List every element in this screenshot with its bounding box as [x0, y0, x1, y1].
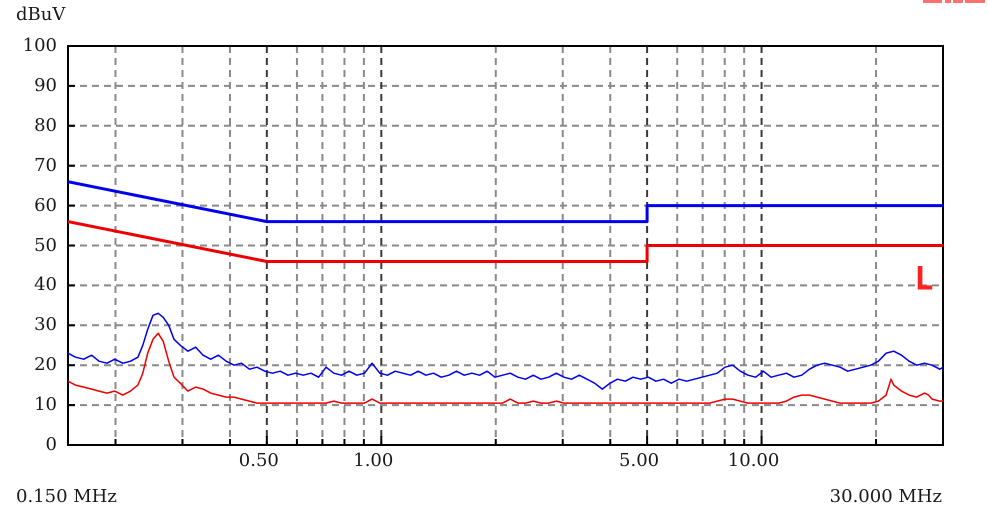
- x-axis-end-frequency-label: 30.000 MHz: [829, 486, 942, 507]
- y-axis-unit-label: dBuV: [16, 4, 66, 25]
- y-axis-label-10: 10: [34, 394, 57, 416]
- x-axis-start-frequency-label: 0.150 MHz: [16, 486, 117, 507]
- blue-trace: [68, 312, 943, 390]
- red-limit-line: [68, 220, 943, 263]
- y-axis-label-20: 20: [34, 354, 57, 376]
- clipped-text-fragment: [923, 0, 942, 3]
- y-axis-label-50: 50: [34, 234, 57, 256]
- y-axis-label-40: 40: [34, 274, 57, 296]
- clipped-text-fragment: [953, 0, 963, 3]
- y-axis-label-80: 80: [34, 114, 57, 136]
- clipped-text-fragment: [965, 0, 985, 3]
- x-axis-label-0.50: 0.50: [238, 450, 279, 471]
- x-axis-label-5.00: 5.00: [619, 450, 660, 471]
- clipped-text-fragment: [945, 0, 951, 3]
- y-axis-label-70: 70: [34, 154, 57, 176]
- x-axis-label-1.00: 1.00: [353, 450, 394, 471]
- y-axis-label-0: 0: [45, 434, 57, 455]
- red-trace: [68, 332, 943, 404]
- x-axis-label-10.00: 10.00: [727, 450, 780, 471]
- y-axis-label-30: 30: [34, 314, 57, 336]
- y-axis-label-90: 90: [34, 74, 57, 96]
- y-axis-label-60: 60: [34, 194, 57, 216]
- limit-marker-L: L: [914, 259, 933, 297]
- blue-limit-line: [68, 180, 943, 224]
- y-axis-label-100: 100: [22, 35, 57, 56]
